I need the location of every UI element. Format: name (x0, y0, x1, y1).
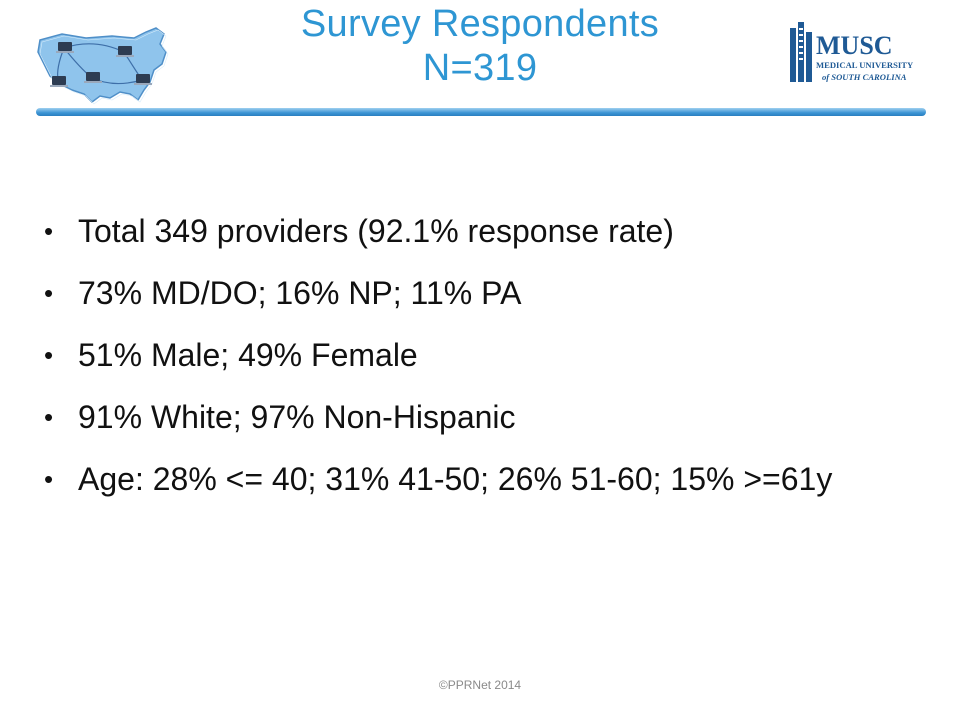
us-network-map-logo (37, 27, 169, 105)
slide-title: Survey Respondents N=319 (200, 2, 760, 90)
title-line-2: N=319 (422, 47, 538, 89)
musc-logo-line1: MEDICAL UNIVERSITY (816, 60, 914, 70)
bullet-item: • 91% White; 97% Non-Hispanic (44, 398, 904, 436)
bullet-text: 73% MD/DO; 16% NP; 11% PA (78, 275, 522, 311)
bullet-icon: • (44, 340, 54, 370)
bullet-icon: • (44, 216, 54, 246)
musc-logo: MUSC MEDICAL UNIVERSITY of SOUTH CAROLIN… (790, 22, 914, 82)
slide-header: Survey Respondents N=319 MUSC MEDICAL UN… (0, 0, 960, 120)
title-line-1: Survey Respondents (300, 3, 660, 45)
musc-logo-name: MUSC (816, 31, 893, 60)
bullet-text: Total 349 providers (92.1% response rate… (78, 213, 674, 249)
bullet-text: 51% Male; 49% Female (78, 337, 418, 373)
bullet-icon: • (44, 402, 54, 432)
bullet-list: • Total 349 providers (92.1% response rat… (44, 212, 904, 522)
bullet-icon: • (44, 278, 54, 308)
bullet-item: • Age: 28% <= 40; 31% 41-50; 26% 51-60; 1… (44, 460, 904, 498)
bullet-item: • 51% Male; 49% Female (44, 336, 904, 374)
bullet-item: • 73% MD/DO; 16% NP; 11% PA (44, 274, 904, 312)
copyright-footer: ©PPRNet 2014 (438, 678, 522, 692)
header-divider (36, 108, 926, 116)
musc-logo-line2: of SOUTH CAROLINA (822, 72, 907, 82)
bullet-text: Age: 28% <= 40; 31% 41-50; 26% 51-60; 15… (78, 461, 833, 497)
bullet-text: 91% White; 97% Non-Hispanic (78, 399, 516, 435)
bullet-item: • Total 349 providers (92.1% response rat… (44, 212, 904, 250)
bullet-icon: • (44, 464, 54, 494)
